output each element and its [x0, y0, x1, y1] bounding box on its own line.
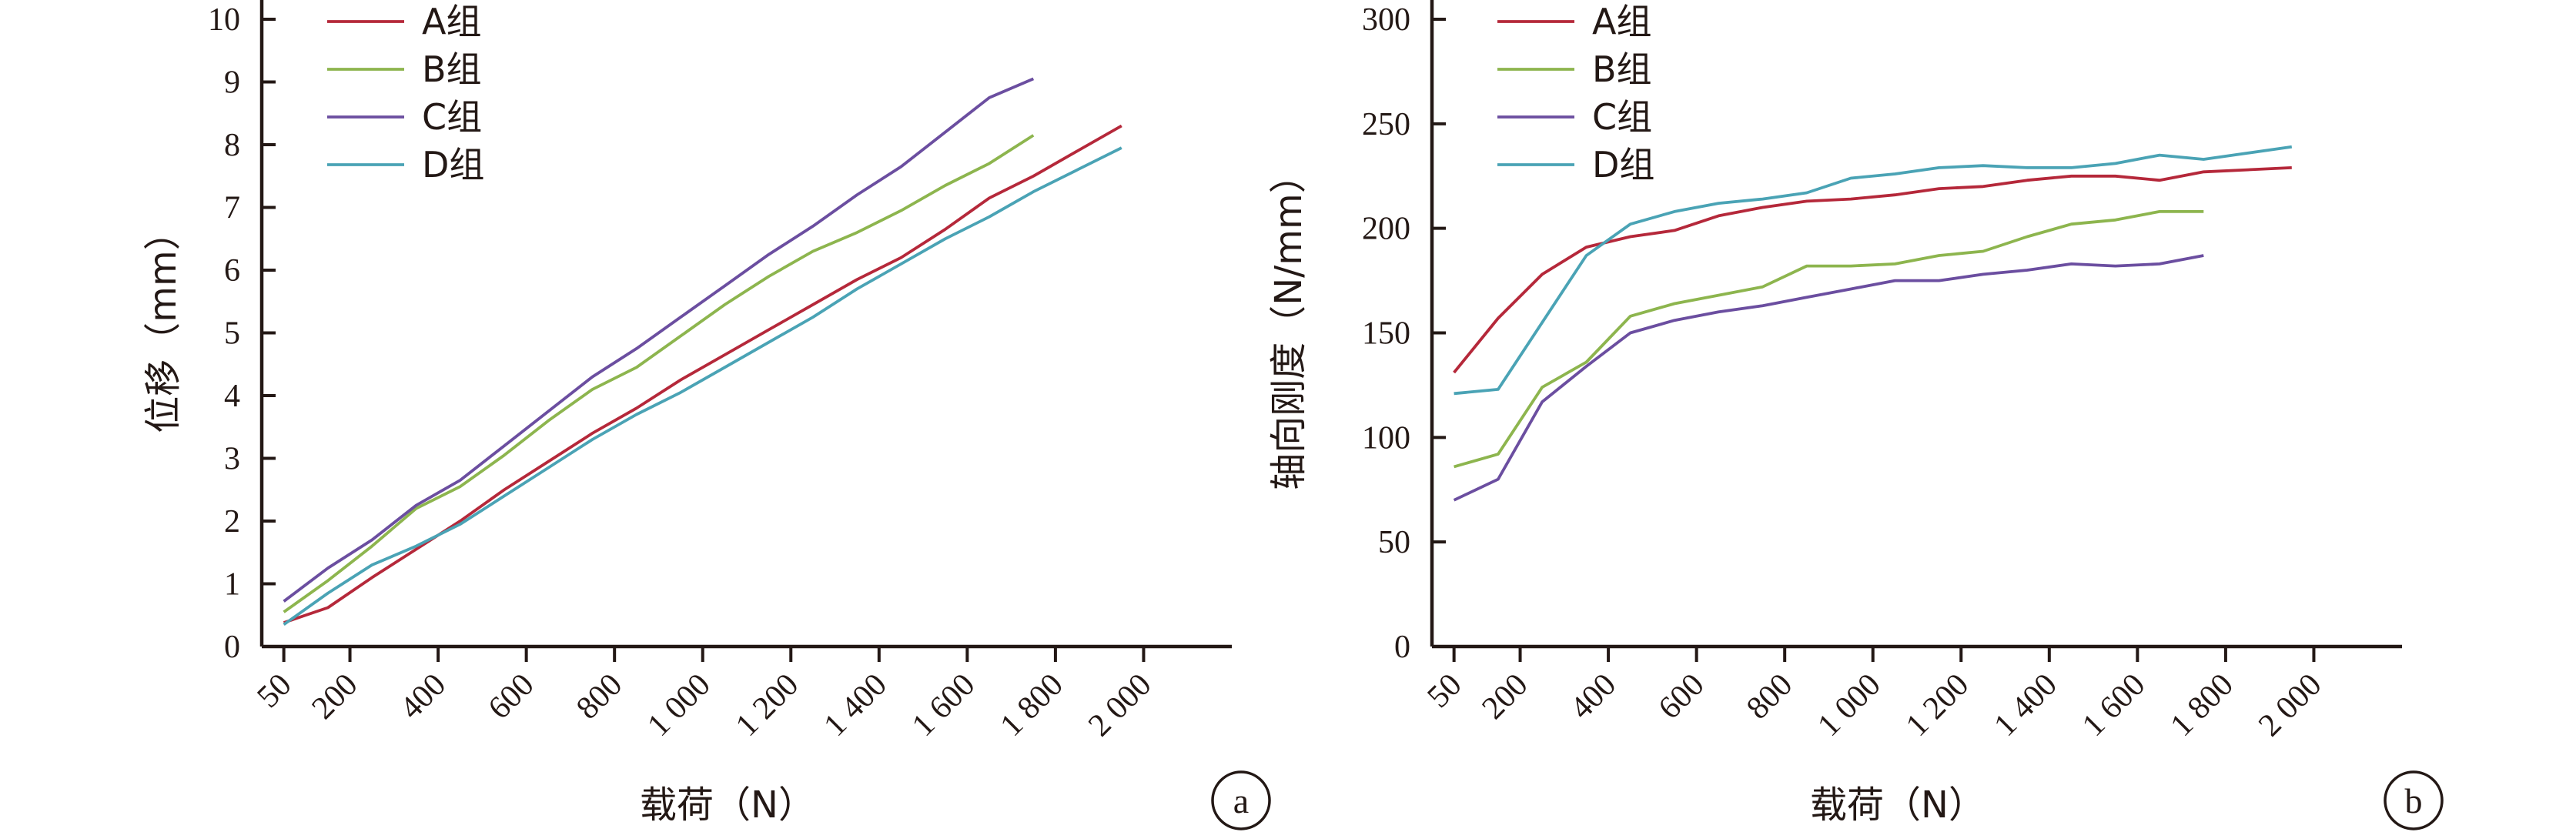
- x-tick-label-a: 2 000: [1082, 667, 1158, 743]
- chart-panel-a: A组 B组 C组 D组 载荷（N） 位移（mm） a 0 1 2 3 4 5 6 7 8 9 10 5…: [142, 0, 1271, 830]
- panel-badge-a-text: a: [1233, 781, 1249, 820]
- series-line-a-3: [283, 146, 1122, 627]
- series-line-b-3: [1454, 145, 2293, 396]
- y-tick-label-a: 10: [208, 2, 240, 38]
- x-tick-label-a: 600: [482, 667, 541, 727]
- panel-badge-b-text: b: [2405, 781, 2423, 820]
- legend-a: A组 B组 C组 D组: [327, 1, 484, 185]
- y-tick-label-a: 8: [224, 128, 240, 163]
- y-tick-label-a: 0: [224, 630, 240, 665]
- series-line-b-0: [1453, 166, 2292, 374]
- legend-b: A组 B组 C组 D组: [1497, 1, 1654, 185]
- x-tick-label-b: 600: [1652, 667, 1711, 727]
- series-line-a-2: [283, 77, 1035, 603]
- x-tick-label-a: 50: [250, 667, 298, 715]
- legend-label-a-C: C组: [422, 96, 482, 138]
- series-line-b-1: [1454, 210, 2204, 469]
- x-tick-label-b: 1 600: [2076, 667, 2152, 743]
- y-tick-label-b: 250: [1362, 107, 1410, 142]
- panel-badge-a: a: [1211, 770, 1271, 830]
- x-tick-label-b: 2 000: [2252, 667, 2328, 743]
- x-tick-label-b: 1 400: [1988, 667, 2064, 743]
- x-tick-label-a: 1 400: [818, 667, 894, 743]
- legend-label-b-D: D组: [1592, 144, 1654, 185]
- x-tick-label-a: 800: [570, 667, 629, 727]
- x-tick-label-a: 1 800: [994, 667, 1070, 743]
- legend-label-a-B: B组: [422, 48, 482, 90]
- y-tick-label-b: 0: [1394, 630, 1410, 665]
- x-tick-label-a: 1 600: [905, 667, 982, 743]
- x-tick-label-b: 1 200: [1899, 667, 1975, 743]
- y-axis-label-b: 轴向刚度（N/mm）: [1267, 156, 1310, 490]
- y-tick-label-a: 3: [224, 442, 240, 477]
- y-tick-label-a: 2: [224, 504, 240, 540]
- series-line-b-2: [1453, 254, 2204, 502]
- y-tick-label-a: 9: [224, 65, 240, 101]
- y-tick-label-a: 1: [224, 567, 240, 603]
- y-tick-label-b: 100: [1362, 420, 1410, 456]
- legend-label-b-B: B组: [1592, 48, 1652, 90]
- x-tick-label-a: 200: [306, 667, 365, 727]
- x-tick-label-a: 400: [393, 667, 453, 727]
- x-tick-label-b: 200: [1476, 667, 1535, 727]
- legend-label-a-A: A组: [422, 1, 481, 42]
- x-tick-label-a: 1 000: [641, 667, 717, 743]
- y-tick-label-b: 200: [1362, 212, 1410, 247]
- x-axis-label-a: 载荷（N）: [640, 784, 815, 827]
- y-tick-label-a: 5: [224, 316, 240, 352]
- x-tick-label-a: 1 200: [729, 667, 805, 743]
- legend-label-b-C: C组: [1592, 96, 1652, 138]
- chart-panel-b: A组 B组 C组 D组 载荷（N） 轴向刚度（N/mm） b 0 50 100 150…: [1267, 0, 2444, 830]
- x-tick-label-b: 800: [1740, 667, 1799, 727]
- y-axis-label-a: 位移（mm）: [142, 213, 185, 433]
- y-tick-label-b: 50: [1378, 525, 1410, 560]
- x-axis-label-b: 载荷（N）: [1810, 784, 1986, 827]
- y-tick-label-a: 7: [224, 191, 240, 226]
- legend-label-b-A: A组: [1592, 1, 1651, 42]
- y-tick-label-a: 6: [224, 253, 240, 289]
- x-tick-label-b: 400: [1564, 667, 1623, 727]
- y-tick-label-b: 150: [1362, 316, 1410, 352]
- series-line-a-1: [283, 134, 1035, 613]
- x-tick-label-b: 1 800: [2164, 667, 2240, 743]
- x-tick-label-b: 1 000: [1811, 667, 1887, 743]
- y-tick-label-b: 300: [1362, 2, 1410, 38]
- y-tick-label-a: 4: [224, 379, 240, 414]
- series-line-a-0: [283, 124, 1122, 624]
- legend-label-a-D: D组: [422, 144, 484, 185]
- x-tick-label-b: 50: [1420, 667, 1468, 715]
- panel-badge-b: b: [2384, 770, 2444, 830]
